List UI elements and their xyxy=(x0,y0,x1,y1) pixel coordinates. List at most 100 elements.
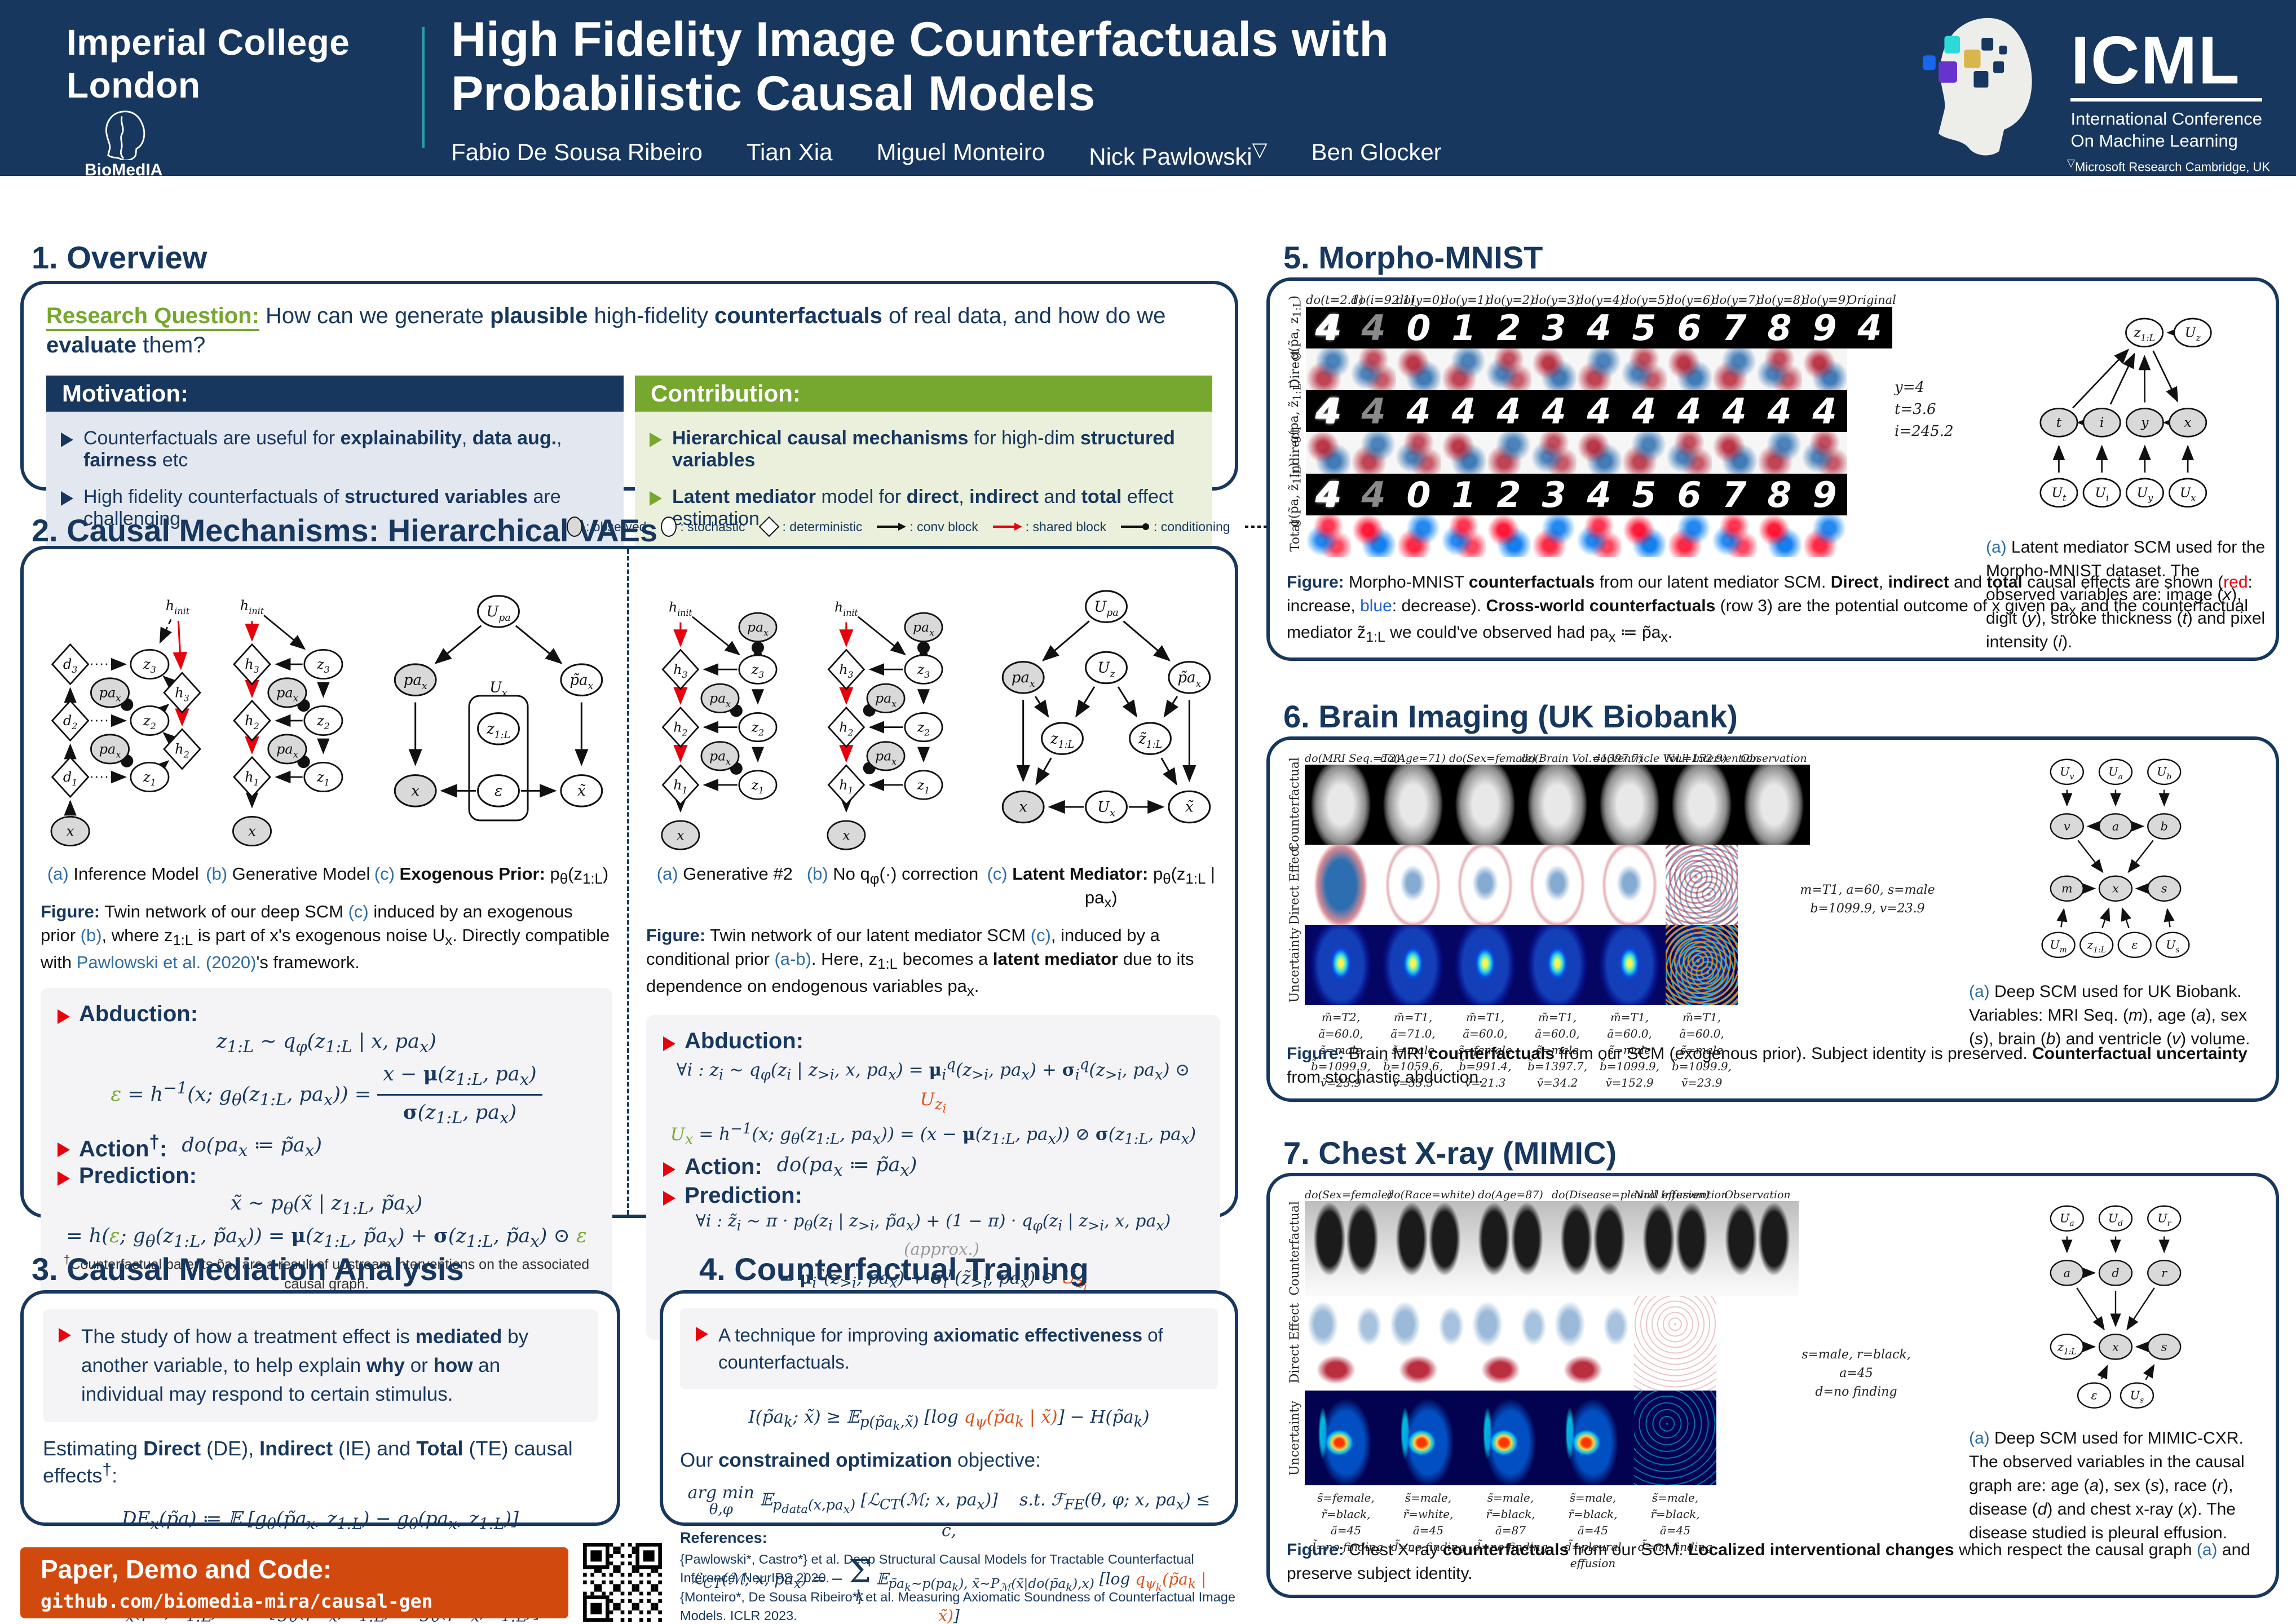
b-note: m̃=T2, ã=60.0, s̃=male b̃=1099.9, ṽ=23.9 xyxy=(1311,1010,1371,1089)
icml-text: ICML International Conference On Machine… xyxy=(2070,27,2262,152)
biobank-box: do(MRI Seq.=T2) do(Age=71) do(Sex=female) d… xyxy=(1266,736,2279,1102)
node-label: Ur xyxy=(2157,1212,2171,1228)
node-ua: Ua xyxy=(2050,1205,2084,1232)
estimating-line: Estimating Direct (DE), Indirect (IE) an… xyxy=(43,1437,573,1488)
mimic-box: do(Sex=female) do(Race=white) do(Age=87) do… xyxy=(1266,1173,2279,1598)
mimic-scm-diagram: Ua Ud Ur a d r z1:L x s ε Us xyxy=(2028,1193,2203,1419)
b-col-header: do(Age=71) xyxy=(1380,752,1446,765)
row-label-text: Counterfactual xyxy=(1287,757,1302,852)
conv-block-arrow-icon xyxy=(877,523,907,531)
qr-code[interactable] xyxy=(583,1543,662,1622)
references: References: {Pawlowski*, Castro*} et al.… xyxy=(680,1529,1249,1624)
x-note: s̃=female, r̃=black, ã=45 d̃=no finding xyxy=(1309,1491,1383,1554)
heat-cell xyxy=(1757,515,1802,557)
x-row-label: Uncertainty xyxy=(1284,1391,1305,1485)
node-label: r xyxy=(2161,1266,2167,1279)
digit-cell: 6 xyxy=(1667,474,1712,515)
github-link[interactable]: github.com/biomedia-mira/causal-gen xyxy=(41,1590,433,1612)
heat-cell xyxy=(1441,432,1486,474)
icml-head-icon xyxy=(1923,17,2033,156)
node-z: z1:L xyxy=(1041,722,1084,755)
author: Miguel Monteiro xyxy=(876,139,1045,165)
bullet-text: Latent mediator model for direct, indire… xyxy=(672,486,1174,529)
morpho-col-header: do(y=0) xyxy=(1396,293,1445,307)
node-uxl: Ux xyxy=(489,679,507,699)
node-z2: z2 xyxy=(904,712,943,743)
bun-cell xyxy=(1449,925,1521,1005)
b-row: Direct Effect xyxy=(1284,845,1933,925)
heat-cell xyxy=(1622,432,1667,474)
mimic-grid: do(Sex=female) do(Race=white) do(Age=87) do… xyxy=(1284,1189,1933,1572)
morpho-row-label: g(p̃a, z1:L) xyxy=(1284,295,1306,360)
xun-cell xyxy=(1305,1391,1387,1485)
mechanisms-left-half: x d1 d2 d3 pax pax z1 z2 z3 h3 h2 hinit hinit h3 h2 h1… xyxy=(24,549,629,1306)
node-label: s xyxy=(2161,1340,2167,1353)
left-formula-panel: Abduction: z1:L ∼ qφ(z1:L | x, pax) ε = … xyxy=(41,987,612,1306)
step-label-text: Action: xyxy=(685,1154,762,1179)
observed-value: m=T1, a=60, s=male xyxy=(1800,883,1935,897)
morpho-col-header: do(t=2.1) xyxy=(1306,293,1363,307)
bullet-text: Counterfactuals are useful for explainab… xyxy=(83,427,562,471)
edge xyxy=(2121,907,2132,929)
b-col-header: do(Sex=female) xyxy=(1449,752,1536,765)
node-s: s xyxy=(2147,875,2182,902)
edge xyxy=(114,693,134,711)
heat-cell xyxy=(1396,348,1441,390)
node-label: Um xyxy=(2050,938,2067,955)
node-eps: ε xyxy=(477,774,520,807)
node-label: hinit xyxy=(240,598,264,616)
bde-cell xyxy=(1593,845,1666,925)
digit-cell: 4 xyxy=(1306,474,1351,515)
edge xyxy=(1075,686,1096,718)
edge xyxy=(863,757,881,775)
section4-title: 4. Counterfactual Training xyxy=(699,1251,1089,1287)
node-label: Ub xyxy=(2157,765,2171,782)
abduction-eq2: ε = h−1(x; gθ(z1:L, pax)) = x − μ(z1:L, … xyxy=(58,1060,595,1131)
node-label: s xyxy=(2161,882,2167,895)
digit-cell: 4 xyxy=(1441,390,1486,432)
edge xyxy=(2127,840,2154,873)
morpho-col-header: do(y=1) xyxy=(1441,293,1490,307)
heat-cell xyxy=(1306,432,1351,474)
biobank-grid: do(MRI Seq.=T2) do(Age=71) do(Sex=female) d… xyxy=(1284,752,1933,1091)
edge xyxy=(1041,620,1090,661)
caption-c: (c) Latent Mediator: pθ(z1:L | pax) xyxy=(987,864,1215,911)
node-h3: h3 xyxy=(233,643,271,686)
inference-model-diagram: x d1 d2 d3 pax pax z1 z2 z3 h3 h2 hinit xyxy=(41,565,202,858)
b-note: m̃=T1, ã=60.0, s̃=male b̃=1099.9, ṽ=152.9 xyxy=(1600,1010,1659,1089)
stochastic-node-icon xyxy=(661,517,677,537)
node-eps: ε xyxy=(2077,1382,2112,1409)
heat-cell xyxy=(1306,348,1351,390)
node-upa: Upa xyxy=(477,595,520,628)
step-label-text: Action†: xyxy=(79,1132,167,1162)
node-label: h2 xyxy=(673,719,687,738)
node-eps: ε xyxy=(2117,932,2152,958)
cftraining-note: A technique for improving axiomatic effe… xyxy=(680,1308,1218,1389)
node-d3: d3 xyxy=(51,643,90,686)
node-label: Upa xyxy=(486,603,510,624)
node-hi: hinit xyxy=(834,599,858,618)
observed-value: s=male, r=black, a=45 xyxy=(1802,1348,1911,1380)
caption-b: (b) Generative Model xyxy=(206,864,370,884)
morpho-scm-diagram: z1:L Uz t i y x Ut Ui Uy Ux xyxy=(2031,291,2223,528)
heat-cell xyxy=(1802,515,1847,557)
node-label: pax xyxy=(1012,669,1035,690)
edge xyxy=(162,676,179,691)
title-line1: High Fidelity Image Counterfactuals with xyxy=(451,12,1389,67)
heat-cell xyxy=(1757,348,1802,390)
legend-label: : conv block xyxy=(909,519,978,534)
node-x: x xyxy=(2169,408,2207,438)
x-col-header: do(Race=white) xyxy=(1387,1189,1475,1201)
edge xyxy=(2126,1287,2155,1331)
bullet-triangle-icon xyxy=(59,1328,71,1343)
bullet-triangle-icon xyxy=(650,491,662,506)
node-label: z1 xyxy=(917,777,930,796)
biomedia-logo: BioMedIA xyxy=(85,108,162,180)
morpho-header-row: do(t=2.1) do(i=92.1) do(y=0) do(y=1) do(y=2)… xyxy=(1284,293,1955,307)
node-hi: hinit xyxy=(166,598,190,616)
icml-sub-line1: International Conference xyxy=(2070,109,2262,129)
node-z2: z2 xyxy=(130,705,170,736)
node-label: t xyxy=(2056,414,2062,430)
mimic-graph-column: Ua Ud Ur a d r z1:L x s ε Us (a) Deep SCM used for… xyxy=(1969,1193,2262,1545)
morpho-row-label: g(p̃a, z̃1:L) xyxy=(1284,462,1306,527)
